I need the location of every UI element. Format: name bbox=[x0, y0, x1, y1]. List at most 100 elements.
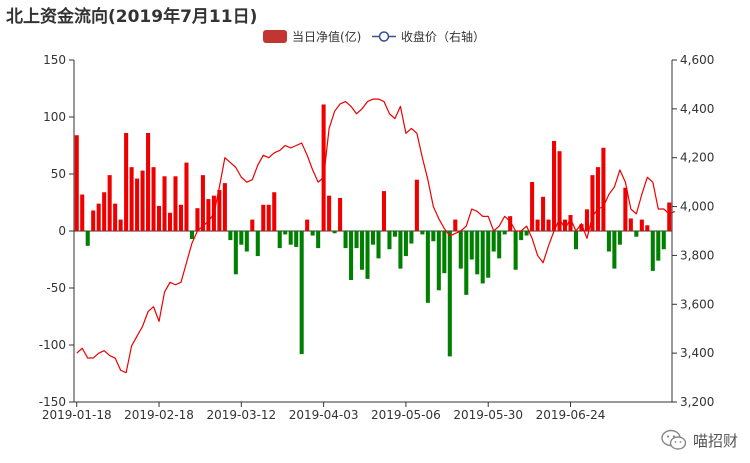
bar bbox=[392, 231, 397, 237]
bar bbox=[475, 231, 480, 275]
bar bbox=[667, 202, 672, 231]
bar bbox=[277, 231, 282, 249]
bar bbox=[546, 219, 551, 231]
bar bbox=[222, 183, 227, 231]
bar bbox=[102, 192, 107, 231]
bar bbox=[305, 219, 310, 231]
bar bbox=[524, 231, 529, 236]
bar bbox=[332, 231, 337, 234]
bar bbox=[645, 225, 650, 231]
bar bbox=[436, 231, 441, 291]
bar bbox=[91, 210, 96, 231]
bar bbox=[178, 204, 184, 231]
y-left-tick-label: 50 bbox=[51, 167, 66, 181]
legend-line-swatch bbox=[372, 30, 396, 42]
bar bbox=[634, 231, 639, 237]
y-left-tick-label: 0 bbox=[58, 224, 66, 238]
bar bbox=[288, 231, 293, 245]
bar bbox=[200, 175, 205, 231]
legend-bar-label: 当日净值(亿) bbox=[292, 29, 362, 44]
bar bbox=[595, 167, 600, 231]
y-right-tick-label: 4,400 bbox=[680, 102, 714, 116]
bar bbox=[327, 195, 332, 231]
bar bbox=[255, 231, 260, 257]
bar bbox=[157, 205, 162, 231]
bar bbox=[557, 151, 562, 231]
bar bbox=[552, 140, 557, 231]
bar bbox=[425, 231, 430, 303]
bar bbox=[310, 231, 315, 236]
bar bbox=[628, 218, 633, 231]
y-left-tick-label: -50 bbox=[46, 281, 66, 295]
bar bbox=[129, 167, 134, 231]
bar bbox=[118, 219, 123, 231]
bar bbox=[184, 162, 189, 231]
bar bbox=[299, 231, 304, 355]
y-right-tick-label: 4,200 bbox=[680, 151, 714, 165]
bar bbox=[107, 175, 112, 231]
bar bbox=[151, 167, 156, 231]
bar bbox=[140, 170, 145, 231]
y-right-tick-label: 3,400 bbox=[680, 346, 714, 360]
bar bbox=[124, 132, 129, 231]
bar bbox=[343, 231, 348, 249]
watermark-text: 喵招财 bbox=[692, 431, 738, 450]
bar bbox=[469, 231, 474, 260]
y-right-tick-label: 3,200 bbox=[680, 395, 714, 409]
bar bbox=[365, 231, 370, 279]
legend-item-line[interactable]: 收盘价（右轴） bbox=[372, 26, 485, 46]
bar bbox=[590, 175, 595, 231]
bar bbox=[167, 212, 173, 231]
bar bbox=[85, 231, 90, 246]
bar bbox=[228, 231, 233, 241]
bar bbox=[639, 219, 644, 231]
bar bbox=[420, 231, 425, 235]
bar bbox=[387, 231, 392, 250]
y-left-tick-label: -100 bbox=[39, 338, 66, 352]
bar bbox=[480, 231, 485, 284]
bar bbox=[453, 219, 458, 231]
x-tick-label: 2019-05-30 bbox=[453, 408, 523, 422]
bar bbox=[195, 208, 200, 231]
bar bbox=[617, 231, 622, 245]
bar bbox=[414, 179, 419, 231]
bar bbox=[661, 231, 666, 250]
bar bbox=[233, 231, 238, 275]
bar bbox=[530, 181, 535, 231]
bar bbox=[360, 231, 365, 270]
bar bbox=[513, 231, 518, 270]
bar bbox=[173, 176, 178, 231]
bar bbox=[650, 231, 655, 271]
bar bbox=[497, 231, 502, 259]
legend-bar-swatch bbox=[263, 29, 287, 43]
bar bbox=[250, 219, 255, 231]
y-left-tick-label: -150 bbox=[39, 395, 66, 409]
y-left-tick-label: 150 bbox=[43, 53, 66, 67]
bar bbox=[606, 231, 611, 252]
bar bbox=[376, 231, 381, 259]
close-price-line bbox=[76, 98, 675, 374]
bar bbox=[464, 231, 469, 295]
bar bbox=[612, 231, 617, 269]
x-tick-label: 2019-05-06 bbox=[371, 408, 441, 422]
bar bbox=[519, 231, 524, 241]
bar bbox=[486, 231, 491, 278]
bar bbox=[162, 176, 167, 231]
x-tick-label: 2019-03-12 bbox=[206, 408, 276, 422]
bar bbox=[568, 215, 573, 231]
y-left-tick-label: 100 bbox=[43, 110, 66, 124]
bar bbox=[239, 231, 244, 245]
bar bbox=[261, 204, 266, 231]
legend-item-bar[interactable]: 当日净值(亿) bbox=[263, 26, 361, 46]
bar bbox=[316, 231, 321, 249]
bar bbox=[354, 231, 359, 249]
bar bbox=[508, 216, 513, 231]
bar bbox=[146, 132, 151, 231]
x-tick-label: 2019-06-24 bbox=[536, 408, 606, 422]
bar bbox=[409, 231, 414, 244]
watermark: 喵招财 bbox=[661, 429, 738, 451]
bar bbox=[573, 231, 579, 250]
bar bbox=[381, 191, 386, 231]
bar bbox=[623, 187, 628, 231]
y-right-tick-label: 4,000 bbox=[680, 200, 714, 214]
